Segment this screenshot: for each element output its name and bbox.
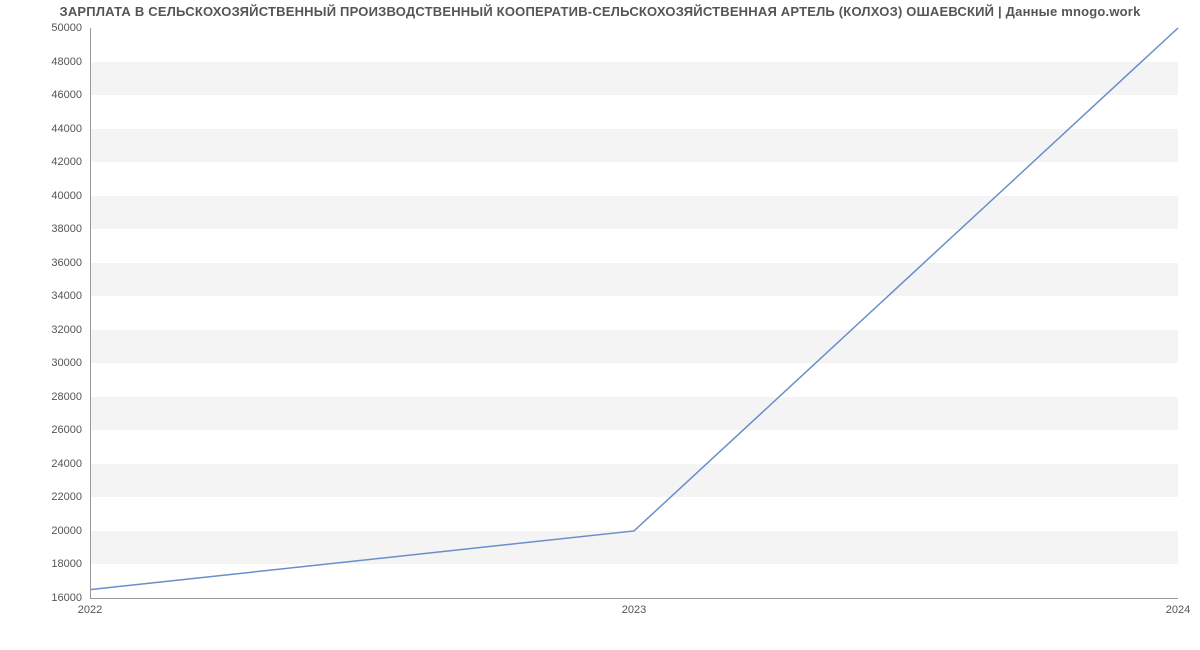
series-line-salary [90, 28, 1178, 590]
y-tick-label: 34000 [51, 290, 82, 302]
y-tick-label: 36000 [51, 257, 82, 269]
x-axis-line [90, 598, 1178, 599]
x-tick-label: 2022 [78, 604, 102, 616]
chart-title: ЗАРПЛАТА В СЕЛЬСКОХОЗЯЙСТВЕННЫЙ ПРОИЗВОД… [0, 4, 1200, 19]
x-tick-label: 2023 [622, 604, 646, 616]
y-tick-label: 48000 [51, 56, 82, 68]
y-tick-label: 38000 [51, 223, 82, 235]
y-tick-label: 50000 [51, 22, 82, 34]
y-tick-label: 40000 [51, 190, 82, 202]
y-tick-label: 26000 [51, 424, 82, 436]
plot-area: 1600018000200002200024000260002800030000… [90, 28, 1178, 598]
y-tick-label: 28000 [51, 391, 82, 403]
y-tick-label: 32000 [51, 324, 82, 336]
y-tick-label: 20000 [51, 525, 82, 537]
y-tick-label: 18000 [51, 558, 82, 570]
line-series-layer [90, 28, 1178, 598]
y-tick-label: 30000 [51, 357, 82, 369]
y-tick-label: 44000 [51, 123, 82, 135]
salary-line-chart: ЗАРПЛАТА В СЕЛЬСКОХОЗЯЙСТВЕННЫЙ ПРОИЗВОД… [0, 0, 1200, 650]
y-tick-label: 16000 [51, 592, 82, 604]
y-tick-label: 22000 [51, 491, 82, 503]
y-tick-label: 24000 [51, 458, 82, 470]
x-tick-label: 2024 [1166, 604, 1190, 616]
y-tick-label: 46000 [51, 89, 82, 101]
y-axis-line [90, 28, 91, 598]
y-tick-label: 42000 [51, 156, 82, 168]
